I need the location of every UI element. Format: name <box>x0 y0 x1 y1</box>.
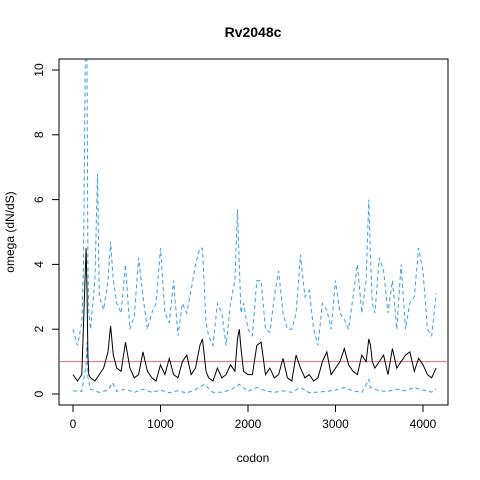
series-line-estimate <box>72 248 437 382</box>
chart-title: Rv2048c <box>225 24 282 40</box>
y-tick-label: 2 <box>32 326 46 333</box>
y-axis-label: omega (dN/dS) <box>3 191 17 272</box>
x-tick-label: 0 <box>70 417 77 431</box>
x-tick-label: 4000 <box>410 417 437 431</box>
x-tick-label: 2000 <box>235 417 262 431</box>
plot-border <box>58 58 449 406</box>
x-tick-label: 1000 <box>147 417 174 431</box>
axes: 0 1000 2000 3000 4000 0 2 4 6 8 10 <box>32 63 437 431</box>
y-tick-label: 6 <box>32 196 46 203</box>
y-tick-label: 10 <box>32 63 46 77</box>
series-layer <box>59 59 448 394</box>
series-line-bound <box>72 342 437 394</box>
series-line-bound <box>72 59 437 348</box>
y-tick-label: 8 <box>32 131 46 138</box>
x-tick-label: 3000 <box>322 417 349 431</box>
y-tick-label: 0 <box>32 390 46 397</box>
x-axis-label: codon <box>237 451 270 465</box>
y-tick-label: 4 <box>32 261 46 268</box>
